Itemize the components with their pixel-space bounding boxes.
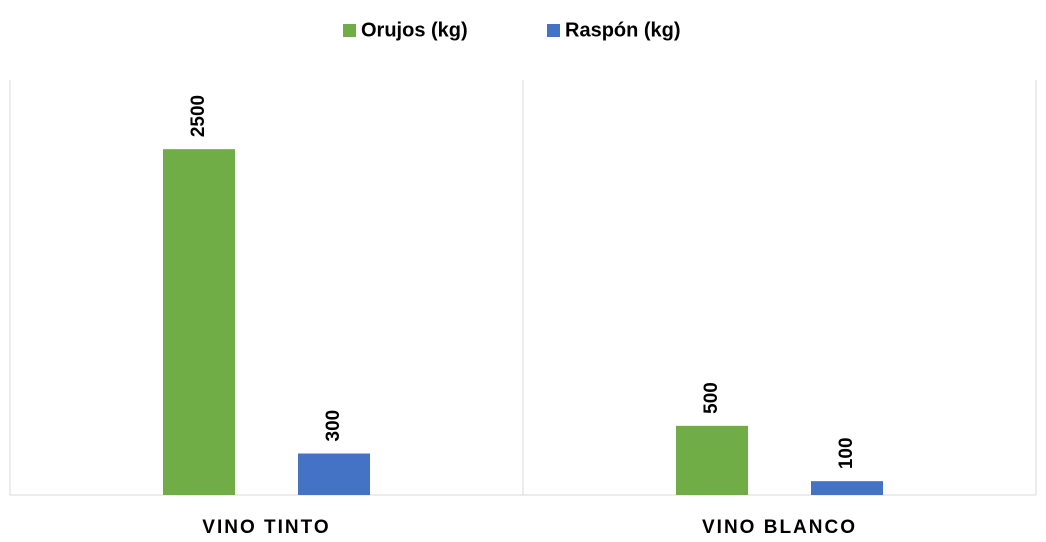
legend-swatch xyxy=(343,24,356,37)
x-tick-label: VINO BLANCO xyxy=(702,517,857,538)
value-label: 500 xyxy=(701,382,722,414)
bar xyxy=(676,425,748,495)
legend-swatch xyxy=(547,24,560,37)
x-tick-label: VINO TINTO xyxy=(202,517,330,538)
bar xyxy=(163,149,235,495)
bar xyxy=(298,453,370,495)
legend-text: Raspón (kg) xyxy=(565,19,681,41)
legend-text: Orujos (kg) xyxy=(361,19,468,41)
value-label: 300 xyxy=(323,410,344,442)
bar xyxy=(811,481,883,495)
value-label: 100 xyxy=(836,437,857,469)
value-label: 2500 xyxy=(188,95,209,137)
